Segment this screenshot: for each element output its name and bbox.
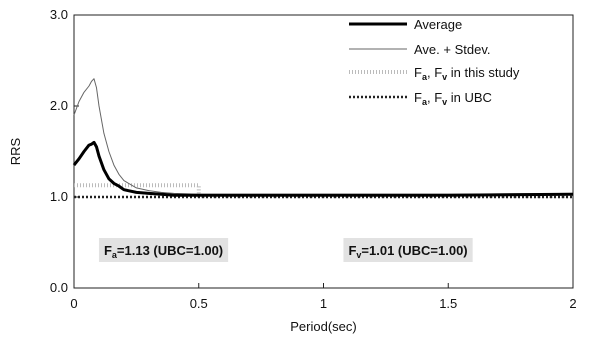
series-line-0 [72,140,574,197]
x-tick-label: 1 [320,296,327,311]
x-tick-label: 2 [569,296,576,311]
series-layer [72,78,574,199]
annotation-box [343,238,473,262]
annotation-box [98,238,229,262]
legend: Average Ave. + Stdev. Fa, Fv in this study… [349,17,520,107]
annotation-label: Fa=1.13 (UBC=1.00) [104,243,223,260]
y-axis-title: RRS [8,137,23,165]
y-tick-label: 3.0 [50,7,68,22]
x-tick-label: 0 [70,296,77,311]
legend-label: Average [414,17,462,32]
legend-label: Ave. + Stdev. [414,42,490,57]
legend-label: Fa, Fv in UBC [414,90,492,107]
y-tick-label: 1.0 [50,189,68,204]
annotation-layer: Fa=1.13 (UBC=1.00) Fv=1.01 (UBC=1.00) [98,238,473,262]
series-line-1 [73,78,574,195]
ticks-layer: 0 0.5 1 1.5 2 0.0 1.0 2.0 3.0 [50,7,577,311]
x-tick-label: 1.5 [439,296,457,311]
x-tick-label: 0.5 [190,296,208,311]
y-tick-label: 0.0 [50,280,68,295]
y-tick-label: 2.0 [50,98,68,113]
annotation-label: Fv=1.01 (UBC=1.00) [348,243,467,260]
x-axis-title: Period(sec) [290,319,356,334]
legend-label: Fa, Fv in this study [414,65,520,82]
